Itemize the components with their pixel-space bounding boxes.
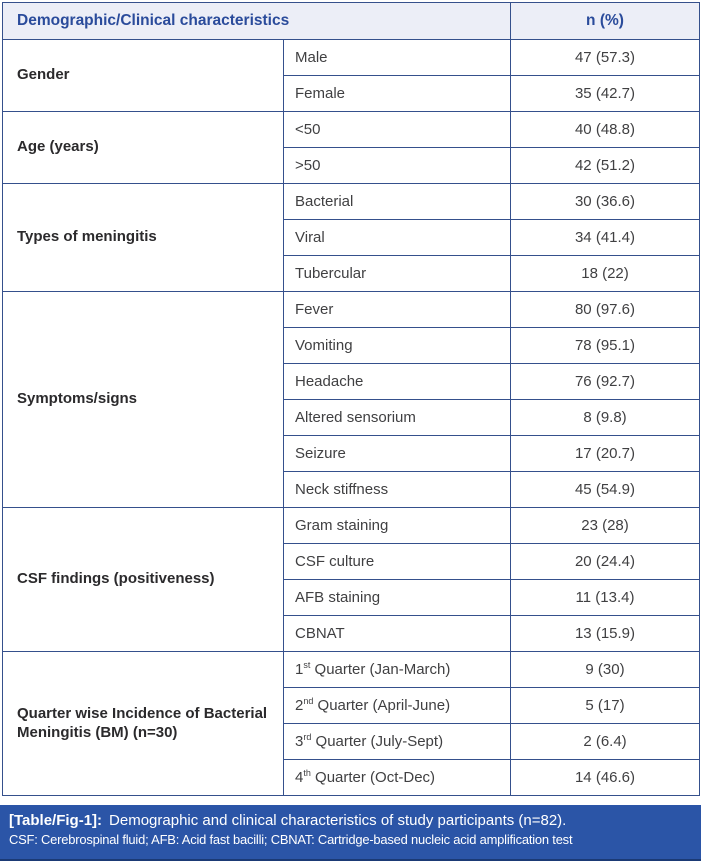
- row-label-cell: 3rd Quarter (July-Sept): [283, 723, 511, 760]
- table-header-row: Demographic/Clinical characteristics n (…: [2, 2, 700, 40]
- table-row: CSF findings (positiveness) Gram staining…: [2, 507, 700, 652]
- row-value-cell: 23 (28): [510, 507, 700, 544]
- category-cell: Age (years): [2, 111, 284, 184]
- row-label-cell: Viral: [283, 219, 511, 256]
- quarter-label-text: Quarter (July-Sept): [311, 733, 444, 750]
- row-label-cell: Male: [283, 39, 511, 76]
- row-label-cell: Altered sensorium: [283, 399, 511, 436]
- category-cell: Symptoms/signs: [2, 291, 284, 508]
- row-label-cell: Gram staining: [283, 507, 511, 544]
- row-value-cell: 78 (95.1): [510, 327, 700, 364]
- row-label-cell: Vomiting: [283, 327, 511, 364]
- quarter-label-text: Quarter (Oct-Dec): [310, 769, 436, 786]
- row-value-cell: 18 (22): [510, 255, 700, 292]
- row-value-cell: 80 (97.6): [510, 291, 700, 328]
- row-value-cell: 76 (92.7): [510, 363, 700, 400]
- row-label-cell: 1st Quarter (Jan-March): [283, 651, 511, 688]
- figure-caption-line: [Table/Fig-1]: Demographic and clinical c…: [9, 812, 691, 829]
- row-value-cell: 14 (46.6): [510, 759, 700, 796]
- table-row: Tubercular 18 (22): [3, 255, 700, 292]
- row-label-cell: Tubercular: [283, 255, 511, 292]
- header-n-percent: n (%): [510, 2, 700, 40]
- row-label-cell: <50: [283, 111, 511, 148]
- table-row: 3rd Quarter (July-Sept) 2 (6.4): [3, 723, 700, 760]
- row-value-cell: 20 (24.4): [510, 543, 700, 580]
- category-cell: Gender: [2, 39, 284, 112]
- row-label-cell: Seizure: [283, 435, 511, 472]
- row-value-cell: 5 (17): [510, 687, 700, 724]
- table-row: CBNAT 13 (15.9): [3, 615, 700, 652]
- table-row: Female 35 (42.7): [3, 75, 700, 112]
- figure-caption-text: Demographic and clinical characteristics…: [109, 812, 567, 829]
- row-value-cell: 13 (15.9): [510, 615, 700, 652]
- quarter-ordinal-suffix: st: [303, 660, 311, 670]
- row-value-cell: 11 (13.4): [510, 579, 700, 616]
- row-label-cell: CSF culture: [283, 543, 511, 580]
- table-row: Quarter wise Incidence of Bacterial Meni…: [2, 651, 700, 796]
- row-label-cell: Fever: [283, 291, 511, 328]
- table-row: Vomiting 78 (95.1): [3, 327, 700, 364]
- category-cell: CSF findings (positiveness): [2, 507, 284, 652]
- quarter-ordinal-suffix: rd: [303, 732, 312, 742]
- table-row: Gender Male 47 (57.3): [2, 39, 700, 112]
- quarter-ordinal-suffix: nd: [303, 696, 314, 706]
- row-value-cell: 47 (57.3): [510, 39, 700, 76]
- table-row: CSF culture 20 (24.4): [3, 543, 700, 580]
- row-label-cell: Bacterial: [283, 183, 511, 220]
- table-row: Altered sensorium 8 (9.8): [3, 399, 700, 436]
- quarter-ordinal-number: 1: [295, 661, 304, 678]
- row-value-cell: 42 (51.2): [510, 147, 700, 184]
- row-value-cell: 40 (48.8): [510, 111, 700, 148]
- row-label-cell: AFB staining: [283, 579, 511, 616]
- row-label-cell: CBNAT: [283, 615, 511, 652]
- category-cell: Quarter wise Incidence of Bacterial Meni…: [2, 651, 284, 796]
- figure-caption-band: [Table/Fig-1]: Demographic and clinical c…: [0, 805, 701, 861]
- table-row: 4th Quarter (Oct-Dec) 14 (46.6): [3, 759, 700, 796]
- row-label-cell: Female: [283, 75, 511, 112]
- quarter-label-text: Quarter (April-June): [313, 697, 451, 714]
- row-value-cell: 45 (54.9): [510, 471, 700, 508]
- table-row: Symptoms/signs Fever 80 (97.6): [2, 291, 700, 508]
- row-label-cell: Neck stiffness: [283, 471, 511, 508]
- row-value-cell: 8 (9.8): [510, 399, 700, 436]
- table-row: Viral 34 (41.4): [3, 219, 700, 256]
- quarter-label-text: Quarter (Jan-March): [310, 661, 451, 678]
- row-value-cell: 9 (30): [510, 651, 700, 688]
- table-row: Types of meningitis Bacterial 30 (36.6): [2, 183, 700, 292]
- row-label-cell: Headache: [283, 363, 511, 400]
- table-row: Age (years) <50 40 (48.8): [2, 111, 700, 184]
- row-value-cell: 30 (36.6): [510, 183, 700, 220]
- row-value-cell: 17 (20.7): [510, 435, 700, 472]
- row-value-cell: 34 (41.4): [510, 219, 700, 256]
- demographics-table: Demographic/Clinical characteristics n (…: [2, 2, 700, 796]
- quarter-ordinal-number: 3: [295, 733, 304, 750]
- row-label-cell: >50: [283, 147, 511, 184]
- table-row: Seizure 17 (20.7): [3, 435, 700, 472]
- row-value-cell: 35 (42.7): [510, 75, 700, 112]
- abbreviations-note: CSF: Cerebrospinal fluid; AFB: Acid fast…: [9, 832, 573, 847]
- table-row: Headache 76 (92.7): [3, 363, 700, 400]
- quarter-ordinal-suffix: th: [303, 768, 311, 778]
- category-cell: Types of meningitis: [2, 183, 284, 292]
- row-label-cell: 2nd Quarter (April-June): [283, 687, 511, 724]
- quarter-ordinal-number: 4: [295, 769, 304, 786]
- quarter-ordinal-number: 2: [295, 697, 304, 714]
- header-characteristics: Demographic/Clinical characteristics: [2, 2, 511, 40]
- figure-tag: [Table/Fig-1]:: [9, 812, 103, 829]
- row-label-cell: 4th Quarter (Oct-Dec): [283, 759, 511, 796]
- table-row: AFB staining 11 (13.4): [3, 579, 700, 616]
- row-value-cell: 2 (6.4): [510, 723, 700, 760]
